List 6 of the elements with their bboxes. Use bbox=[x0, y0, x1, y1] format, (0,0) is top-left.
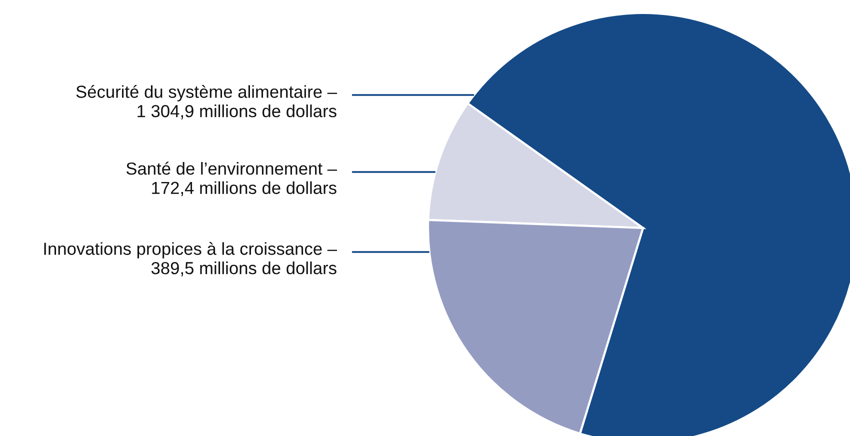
slice-label: Sécurité du système alimentaire – bbox=[76, 85, 338, 102]
slice-label: Santé de l’environnement – bbox=[126, 162, 338, 175]
data-label: 1 304,9 millions de dollars bbox=[138, 104, 336, 120]
slice-label: Innovations propices à la croissance – bbox=[44, 242, 338, 258]
data-label: 172,4 millions de dollars bbox=[152, 181, 336, 196]
data-label: 389,5 millions de dollars bbox=[151, 262, 336, 276]
